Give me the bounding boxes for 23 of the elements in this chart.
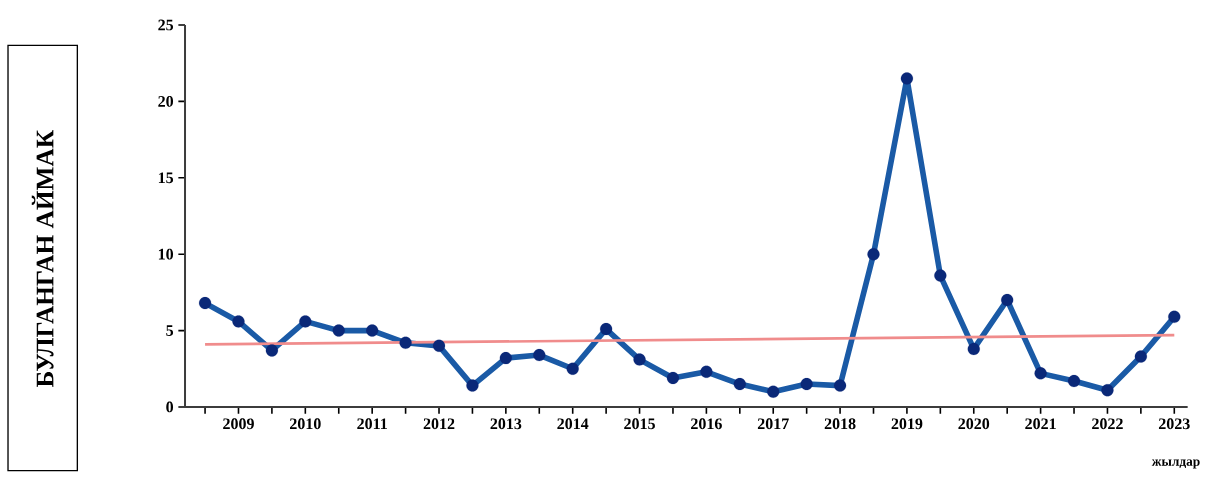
y-tick-label: 20: [158, 95, 174, 107]
y-tick-label: 0: [166, 401, 174, 413]
x-tick-label: 2009: [223, 418, 254, 430]
x-tick-label: 2013: [490, 418, 522, 430]
x-tick-label: 2020: [958, 418, 990, 430]
y-axis-title: БУЛГАНГАН АЙМАК: [31, 130, 54, 388]
y-tick-label: 5: [166, 325, 174, 336]
x-tick-label: 2015: [624, 418, 655, 430]
x-axis-title: жылдар: [1151, 459, 1200, 469]
x-tick-label: 2016: [691, 418, 722, 430]
x-tick-label: 2010: [290, 418, 321, 430]
x-tick-label: 2018: [824, 418, 856, 430]
x-tick-label: 2022: [1092, 418, 1123, 430]
x-tick-label: 2012: [423, 418, 455, 430]
x-tick-label: 2019: [891, 418, 923, 430]
y-tick-label: 25: [158, 19, 174, 31]
x-tick-label: 2021: [1025, 418, 1056, 430]
x-tick-label: 2011: [357, 418, 387, 430]
x-tick-label: 2014: [557, 418, 589, 430]
x-tick-label: 2023: [1158, 418, 1190, 430]
y-tick-label: 10: [158, 248, 174, 260]
x-tick-label: 2017: [757, 418, 789, 430]
y-tick-label: 15: [158, 172, 174, 184]
